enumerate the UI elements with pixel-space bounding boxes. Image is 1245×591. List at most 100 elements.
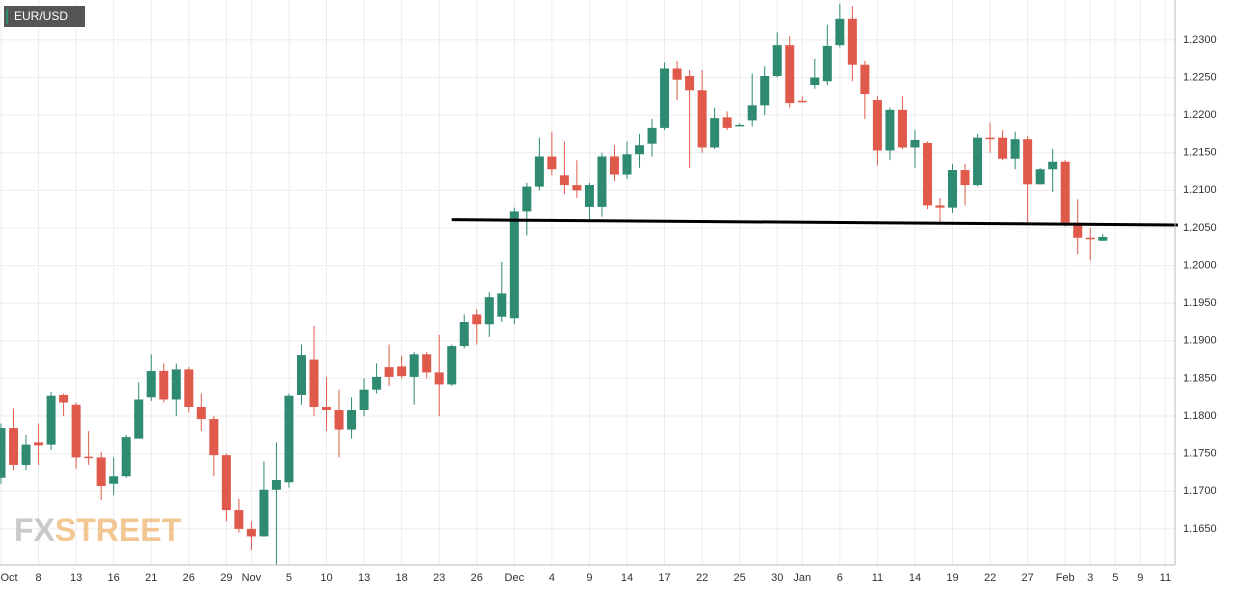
x-tick-label: 25 [734, 572, 746, 584]
candle-body [34, 442, 44, 446]
candle-body [284, 395, 294, 483]
watermark: FXSTREET [14, 512, 182, 548]
candle-body [234, 510, 244, 529]
candle-body [647, 127, 657, 144]
candle-body [635, 145, 645, 155]
candle-body [322, 407, 332, 411]
candle-body [973, 137, 983, 186]
candle-body [146, 370, 156, 398]
x-tick-label: 11 [872, 572, 883, 584]
candle-body [484, 297, 494, 325]
x-tick-label: 26 [471, 572, 483, 584]
watermark-fx: FX [14, 512, 56, 548]
trendline [451, 218, 1178, 227]
candle-body [1085, 237, 1095, 240]
chart-title: EUR/USD [14, 9, 68, 23]
candle-body [447, 346, 457, 385]
candle-body [84, 456, 94, 459]
x-tick-label: 18 [396, 572, 408, 584]
x-tick-label: Dec [505, 572, 525, 584]
y-tick-label: 1.1850 [1183, 372, 1217, 384]
candle-body [597, 156, 607, 207]
candle-body [1035, 169, 1045, 185]
x-tick-label: 9 [1137, 572, 1143, 584]
x-tick-label: 26 [183, 572, 195, 584]
candle-body [547, 156, 557, 170]
candle-body [685, 75, 695, 91]
y-tick-label: 1.1700 [1183, 485, 1217, 497]
watermark-street: STREET [55, 512, 182, 548]
y-tick-label: 1.2200 [1183, 109, 1217, 121]
x-tick-label: 23 [433, 572, 445, 584]
x-tick-label: 10 [320, 572, 332, 584]
candle-body [171, 369, 181, 400]
x-tick-label: 22 [696, 572, 708, 584]
candle-body [71, 404, 81, 458]
candle-body [584, 185, 594, 207]
symbol-accent [6, 9, 8, 24]
candle-body [509, 211, 519, 319]
x-tick-label: Jan [793, 572, 811, 584]
y-tick-label: 1.2000 [1183, 259, 1217, 271]
candle-body [497, 293, 507, 317]
x-tick-label: 11 [1160, 572, 1171, 584]
candle-body [735, 124, 745, 127]
candle-body [960, 170, 970, 186]
candle-body [46, 395, 56, 445]
candle-body [835, 18, 845, 46]
y-tick-label: 1.1750 [1183, 448, 1217, 460]
x-tick-label: 9 [586, 572, 592, 584]
candle-body [1060, 161, 1070, 223]
candle-body [209, 419, 219, 456]
candle-body [347, 410, 357, 430]
symbol-box [4, 6, 85, 27]
candle-body [572, 185, 582, 191]
candle-body [810, 77, 820, 86]
candle-body [935, 205, 945, 208]
candle-body [922, 142, 932, 206]
y-tick-label: 1.2250 [1183, 71, 1217, 83]
candle-body [1023, 139, 1033, 185]
candle-body [822, 45, 832, 82]
candle-body [1073, 222, 1083, 238]
y-tick-label: 1.1900 [1183, 335, 1217, 347]
x-tick-label: 3 [1087, 572, 1093, 584]
x-tick-label: 5 [1112, 572, 1118, 584]
candle-body [797, 100, 807, 103]
y-tick-label: 1.2050 [1183, 222, 1217, 234]
candle-body [59, 394, 69, 403]
candle-body [409, 354, 419, 377]
x-tick-label: 30 [771, 572, 783, 584]
x-tick-label: 17 [658, 572, 670, 584]
x-tick-label: 14 [621, 572, 633, 584]
candle-body [722, 117, 732, 128]
candle-body [1098, 236, 1108, 241]
x-tick-label: 16 [108, 572, 120, 584]
y-tick-label: 1.1650 [1183, 523, 1217, 535]
candle-body [747, 105, 757, 121]
x-tick-label: 8 [35, 572, 41, 584]
candle-body [309, 359, 319, 408]
candle-body [422, 354, 432, 373]
candle-body [296, 355, 306, 395]
marks [0, 3, 1178, 565]
candle-body [998, 137, 1008, 159]
candle-body [985, 137, 995, 140]
candle-body [609, 156, 619, 175]
x-tick-label: 21 [145, 572, 157, 584]
candle-body [134, 399, 144, 439]
y-tick-label: 1.1800 [1183, 410, 1217, 422]
candle-body [397, 366, 407, 377]
x-tick-label: 29 [220, 572, 232, 584]
candle-body [860, 64, 870, 95]
x-tick-label: 6 [837, 572, 843, 584]
candle-body [897, 109, 907, 148]
candle-body [109, 476, 119, 484]
candle-body [660, 68, 670, 128]
candle-body [522, 186, 532, 212]
candle-body [359, 389, 369, 411]
candle-body [9, 428, 19, 465]
x-tick-label: Nov [242, 572, 262, 584]
candle-body [697, 90, 707, 148]
